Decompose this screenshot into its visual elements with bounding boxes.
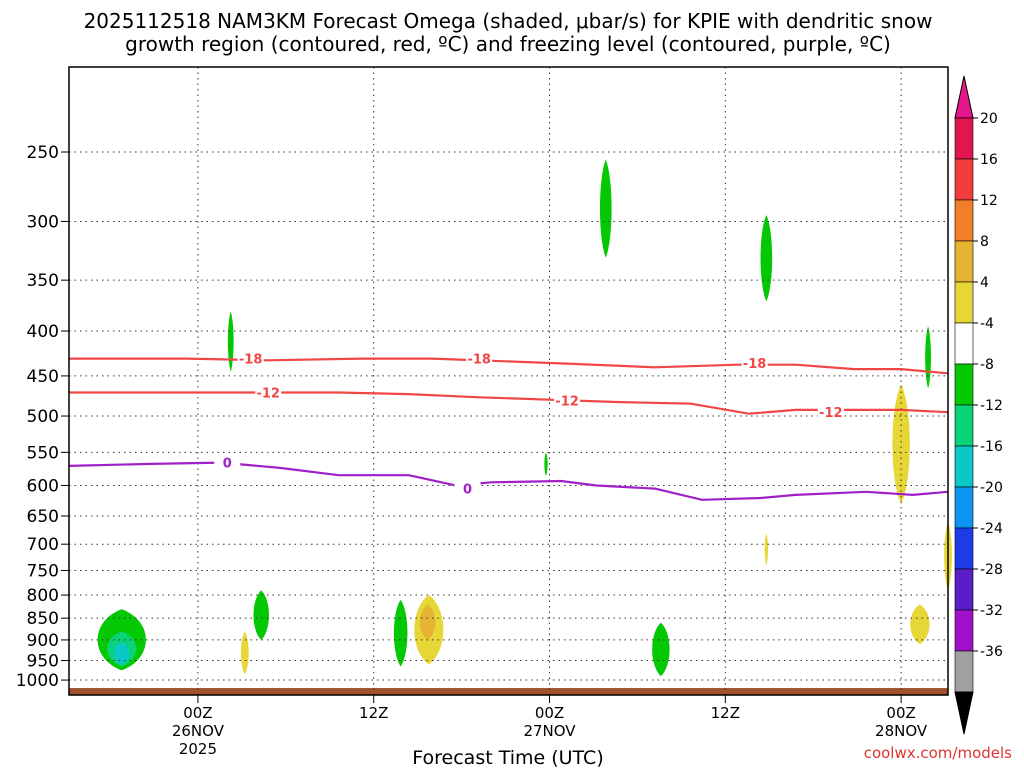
y-tick-label-800: 800: [27, 586, 59, 606]
y-tick-label-900: 900: [27, 631, 59, 651]
ground-strip: [69, 688, 948, 695]
contour-label-bg-1-0: [255, 384, 282, 401]
contour-label-bg-0-2: [741, 354, 768, 371]
contour-label-0-0: -18: [239, 353, 263, 368]
contour-label-bg-1-1: [554, 392, 581, 409]
colorbar-label-2: 12: [980, 193, 998, 209]
green-cell-6: [599, 159, 612, 258]
colorbar-swatch-1: [954, 158, 974, 201]
contour-label-bg-0-1: [466, 350, 493, 367]
contour-line-2: [68, 461, 949, 501]
y-tick-label-750: 750: [27, 561, 59, 581]
x-tick-label-0: 00Z: [183, 704, 212, 722]
colorbar-label-0: 20: [980, 111, 998, 127]
contour-label-2-0: 0: [223, 457, 232, 472]
colorbar-label-11: -28: [980, 562, 1003, 578]
chart-title-line1: 2025112518 NAM3KM Forecast Omega (shaded…: [84, 9, 933, 33]
colorbar-label-12: -32: [980, 603, 1003, 619]
cyan-cell-1: [114, 642, 130, 665]
contour-label-2-1: 0: [463, 483, 472, 498]
green-cell-9: [925, 326, 931, 389]
green-cell-3: [253, 590, 269, 640]
colorbar-swatch-10: [954, 527, 974, 570]
y-tick-label-550: 550: [27, 443, 59, 463]
y-tick-label-450: 450: [27, 367, 59, 387]
plot-area: 2503003504004505005506006507007508008509…: [16, 66, 952, 758]
colorbar-swatch-0: [954, 117, 974, 160]
colorbar-label-10: -24: [980, 521, 1003, 537]
y-tick-label-950: 950: [27, 652, 59, 672]
colorbar-label-9: -20: [980, 480, 1003, 496]
x-tick-label-2: 00Z: [535, 704, 564, 722]
x-tick-sublabel-2: 27NOV: [523, 722, 576, 740]
contour-label-1-2: -12: [819, 406, 843, 421]
y-tick-label-600: 600: [27, 476, 59, 496]
x-axis-label: Forecast Time (UTC): [412, 747, 603, 768]
y-tick-label-1000: 1000: [16, 671, 59, 691]
colorbar-swatch-9: [954, 486, 974, 529]
colorbar-label-7: -12: [980, 398, 1003, 414]
colorbar-swatch-12: [954, 609, 974, 652]
x-tick-sublabel-0: 26NOV: [172, 722, 225, 740]
plot-frame: [68, 66, 949, 696]
colorbar-swatch-13: [954, 650, 974, 693]
y-tick-label-850: 850: [27, 609, 59, 629]
x-tick-label-1: 12Z: [359, 704, 388, 722]
colorbar-swatch-6: [954, 363, 974, 406]
x-tick-label-4: 00Z: [886, 704, 915, 722]
yellow-cell-5: [910, 604, 930, 645]
colorbar-label-8: -16: [980, 439, 1003, 455]
yellow-cell-3: [764, 533, 768, 566]
colorbar-label-4: 4: [980, 275, 989, 291]
colorbar-swatch-4: [954, 281, 974, 324]
colorbar-swatch-11: [954, 568, 974, 611]
y-tick-label-700: 700: [27, 535, 59, 555]
green-cell-4: [393, 599, 408, 667]
contour-label-0-2: -18: [743, 357, 767, 372]
contour-label-1-1: -12: [555, 394, 579, 409]
x-tick-sublabel-4: 28NOV: [875, 722, 928, 740]
green-cell-7: [652, 622, 670, 677]
green-cell-2: [227, 311, 234, 372]
yellow-cell-4: [892, 384, 910, 505]
y-tick-label-650: 650: [27, 507, 59, 527]
x-tick-sublabel2-0: 2025: [179, 740, 217, 758]
colorbar-swatch-7: [954, 404, 974, 447]
chart-title-line2: growth region (contoured, red, ºC) and f…: [125, 32, 891, 56]
colorbar-label-5: -4: [980, 316, 994, 332]
colorbar-label-3: 8: [980, 234, 989, 250]
colorbar-label-13: -36: [980, 644, 1003, 660]
contour-line-0: [69, 357, 949, 375]
y-tick-label-400: 400: [27, 322, 59, 342]
colorbar-bottom-arrow: [954, 691, 974, 735]
contour-label-bg-2-1: [454, 480, 481, 497]
contour-label-1-0: -12: [256, 386, 280, 401]
contour-label-0-1: -18: [467, 353, 491, 368]
y-tick-label-500: 500: [27, 407, 59, 427]
watermark: coolwx.com/models: [864, 744, 1012, 762]
yellow-cell-1: [240, 631, 249, 675]
y-tick-label-350: 350: [27, 271, 59, 291]
y-tick-label-300: 300: [27, 212, 59, 232]
green-cell-5: [544, 452, 548, 476]
colorbar-swatch-2: [954, 199, 974, 242]
plot-background: [69, 67, 948, 695]
colorbar-top-arrow: [954, 75, 974, 119]
orange-cell-1: [419, 604, 436, 640]
x-tick-label-3: 12Z: [711, 704, 740, 722]
colorbar-swatch-8: [954, 445, 974, 488]
y-tick-label-250: 250: [27, 143, 59, 163]
contour-label-bg-0-0: [237, 350, 264, 367]
colorbar-swatch-3: [954, 240, 974, 283]
colorbar: 20 16 12 8 4 -4 -8 -12 -16 -20 -24 -28 -32 -36: [954, 75, 1003, 735]
contour-label-bg-1-2: [817, 404, 844, 421]
contour-label-bg-2-0: [214, 454, 241, 471]
colorbar-swatch-5: [954, 322, 974, 365]
colorbar-label-1: 16: [980, 152, 998, 168]
colorbar-label-6: -8: [980, 357, 994, 373]
